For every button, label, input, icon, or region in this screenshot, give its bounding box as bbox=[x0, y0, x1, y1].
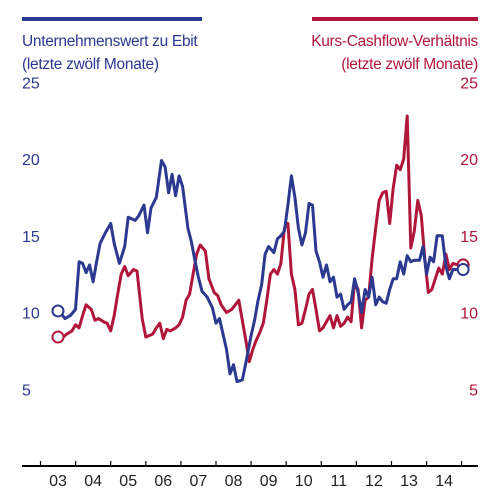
series-line-cashflow bbox=[56, 114, 460, 364]
x-tick-label-03: 03 bbox=[49, 473, 67, 490]
x-tick-label-14: 14 bbox=[435, 473, 453, 490]
x-tick-label-10: 10 bbox=[295, 473, 313, 490]
x-tick-label-11: 11 bbox=[330, 473, 347, 490]
start-marker-ebit bbox=[51, 304, 65, 318]
y-tick-left-15: 15 bbox=[22, 229, 40, 246]
y-tick-right-10: 10 bbox=[460, 306, 478, 323]
x-tick-label-06: 06 bbox=[154, 473, 172, 490]
x-tick-label-04: 04 bbox=[84, 473, 102, 490]
y-tick-left-25: 25 bbox=[22, 75, 40, 92]
legend-bar-blue bbox=[22, 17, 202, 21]
x-tick-label-05: 05 bbox=[119, 473, 137, 490]
end-marker-ebit bbox=[456, 263, 470, 277]
x-tick-label-08: 08 bbox=[225, 473, 243, 490]
legend-bar-red bbox=[312, 17, 478, 21]
y-tick-left-20: 20 bbox=[22, 152, 40, 169]
x-tick-label-12: 12 bbox=[365, 473, 383, 490]
y-tick-right-25: 25 bbox=[460, 75, 478, 92]
legend-right: Kurs-Cashflow-Verhältnis (letzte zwölf M… bbox=[311, 30, 478, 76]
y-tick-left-5: 5 bbox=[22, 382, 31, 399]
legend-right-line1: Kurs-Cashflow-Verhältnis bbox=[311, 33, 478, 50]
y-tick-right-15: 15 bbox=[460, 229, 478, 246]
y-tick-right-5: 5 bbox=[469, 382, 478, 399]
legend-left-line2: (letzte zwölf Monate) bbox=[22, 56, 159, 73]
x-tick-label-09: 09 bbox=[260, 473, 278, 490]
x-tick-label-13: 13 bbox=[400, 473, 418, 490]
series-line-ebit bbox=[56, 159, 460, 384]
legend-right-line2: (letzte zwölf Monate) bbox=[341, 56, 478, 73]
y-tick-left-10: 10 bbox=[22, 306, 40, 323]
legend-left: Unternehmenswert zu Ebit (letzte zwölf M… bbox=[22, 30, 198, 76]
y-tick-right-20: 20 bbox=[460, 152, 478, 169]
legend-left-line1: Unternehmenswert zu Ebit bbox=[22, 33, 198, 50]
x-tick-label-07: 07 bbox=[190, 473, 208, 490]
start-marker-cashflow bbox=[51, 330, 65, 344]
